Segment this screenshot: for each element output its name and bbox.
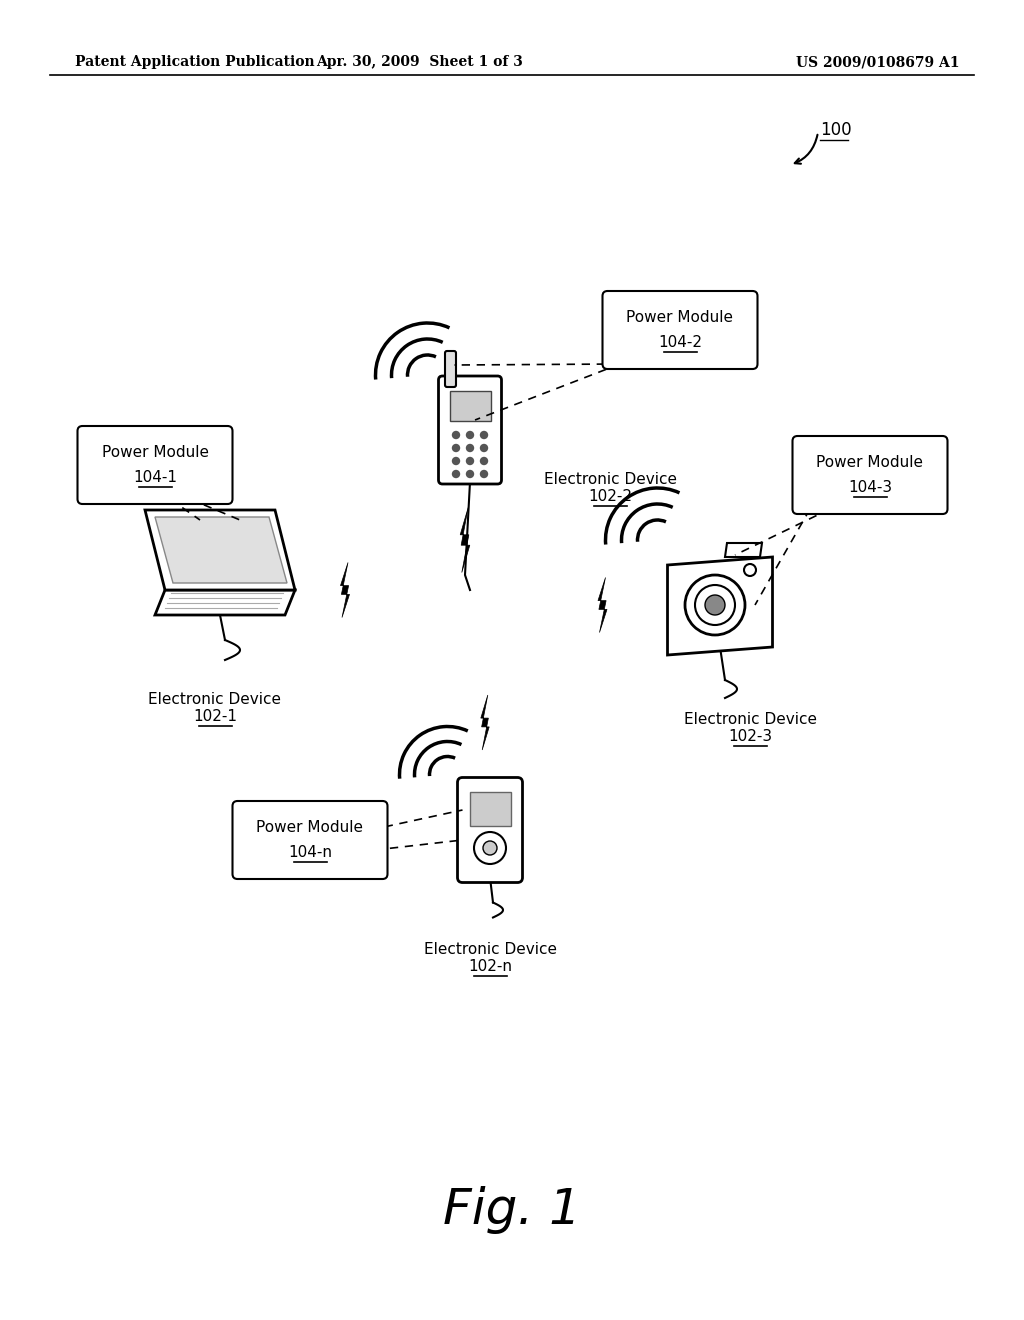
Circle shape <box>480 458 487 465</box>
FancyBboxPatch shape <box>445 351 456 387</box>
Text: Electronic Device: Electronic Device <box>683 713 816 727</box>
Text: 102-2: 102-2 <box>588 488 632 504</box>
Text: 104-n: 104-n <box>288 845 332 859</box>
FancyBboxPatch shape <box>458 777 522 883</box>
Circle shape <box>453 445 460 451</box>
Polygon shape <box>668 557 772 655</box>
Text: Power Module: Power Module <box>256 820 364 836</box>
Circle shape <box>474 832 506 865</box>
Polygon shape <box>460 507 470 573</box>
Text: 102-3: 102-3 <box>728 729 772 744</box>
Circle shape <box>480 470 487 478</box>
Text: Power Module: Power Module <box>101 445 209 461</box>
Text: 104-1: 104-1 <box>133 470 177 484</box>
Circle shape <box>480 445 487 451</box>
Circle shape <box>483 841 497 855</box>
Polygon shape <box>155 517 287 583</box>
Circle shape <box>453 432 460 438</box>
Text: Power Module: Power Module <box>816 455 924 470</box>
Text: Power Module: Power Module <box>627 310 733 325</box>
FancyBboxPatch shape <box>78 426 232 504</box>
Text: 104-3: 104-3 <box>848 479 892 495</box>
Polygon shape <box>481 696 489 750</box>
FancyBboxPatch shape <box>469 792 511 826</box>
Text: Electronic Device: Electronic Device <box>424 942 556 957</box>
Text: 104-2: 104-2 <box>658 335 702 350</box>
Circle shape <box>480 432 487 438</box>
Circle shape <box>467 432 473 438</box>
Circle shape <box>705 595 725 615</box>
Circle shape <box>467 445 473 451</box>
Text: US 2009/0108679 A1: US 2009/0108679 A1 <box>797 55 961 69</box>
Text: Electronic Device: Electronic Device <box>148 693 282 708</box>
FancyBboxPatch shape <box>602 290 758 370</box>
Polygon shape <box>155 590 295 615</box>
FancyBboxPatch shape <box>232 801 387 879</box>
FancyBboxPatch shape <box>793 436 947 513</box>
Circle shape <box>453 458 460 465</box>
Text: 102-n: 102-n <box>468 960 512 974</box>
FancyBboxPatch shape <box>438 376 502 484</box>
Polygon shape <box>145 510 295 590</box>
Polygon shape <box>341 562 349 618</box>
Text: 100: 100 <box>820 121 852 139</box>
FancyBboxPatch shape <box>450 391 490 421</box>
Text: Electronic Device: Electronic Device <box>544 473 677 487</box>
Text: Fig. 1: Fig. 1 <box>443 1185 581 1234</box>
Text: 102-1: 102-1 <box>193 709 237 723</box>
Text: Patent Application Publication: Patent Application Publication <box>75 55 314 69</box>
Polygon shape <box>725 543 762 557</box>
Text: Apr. 30, 2009  Sheet 1 of 3: Apr. 30, 2009 Sheet 1 of 3 <box>316 55 523 69</box>
Circle shape <box>453 470 460 478</box>
Polygon shape <box>598 578 607 632</box>
Circle shape <box>467 458 473 465</box>
Circle shape <box>467 470 473 478</box>
